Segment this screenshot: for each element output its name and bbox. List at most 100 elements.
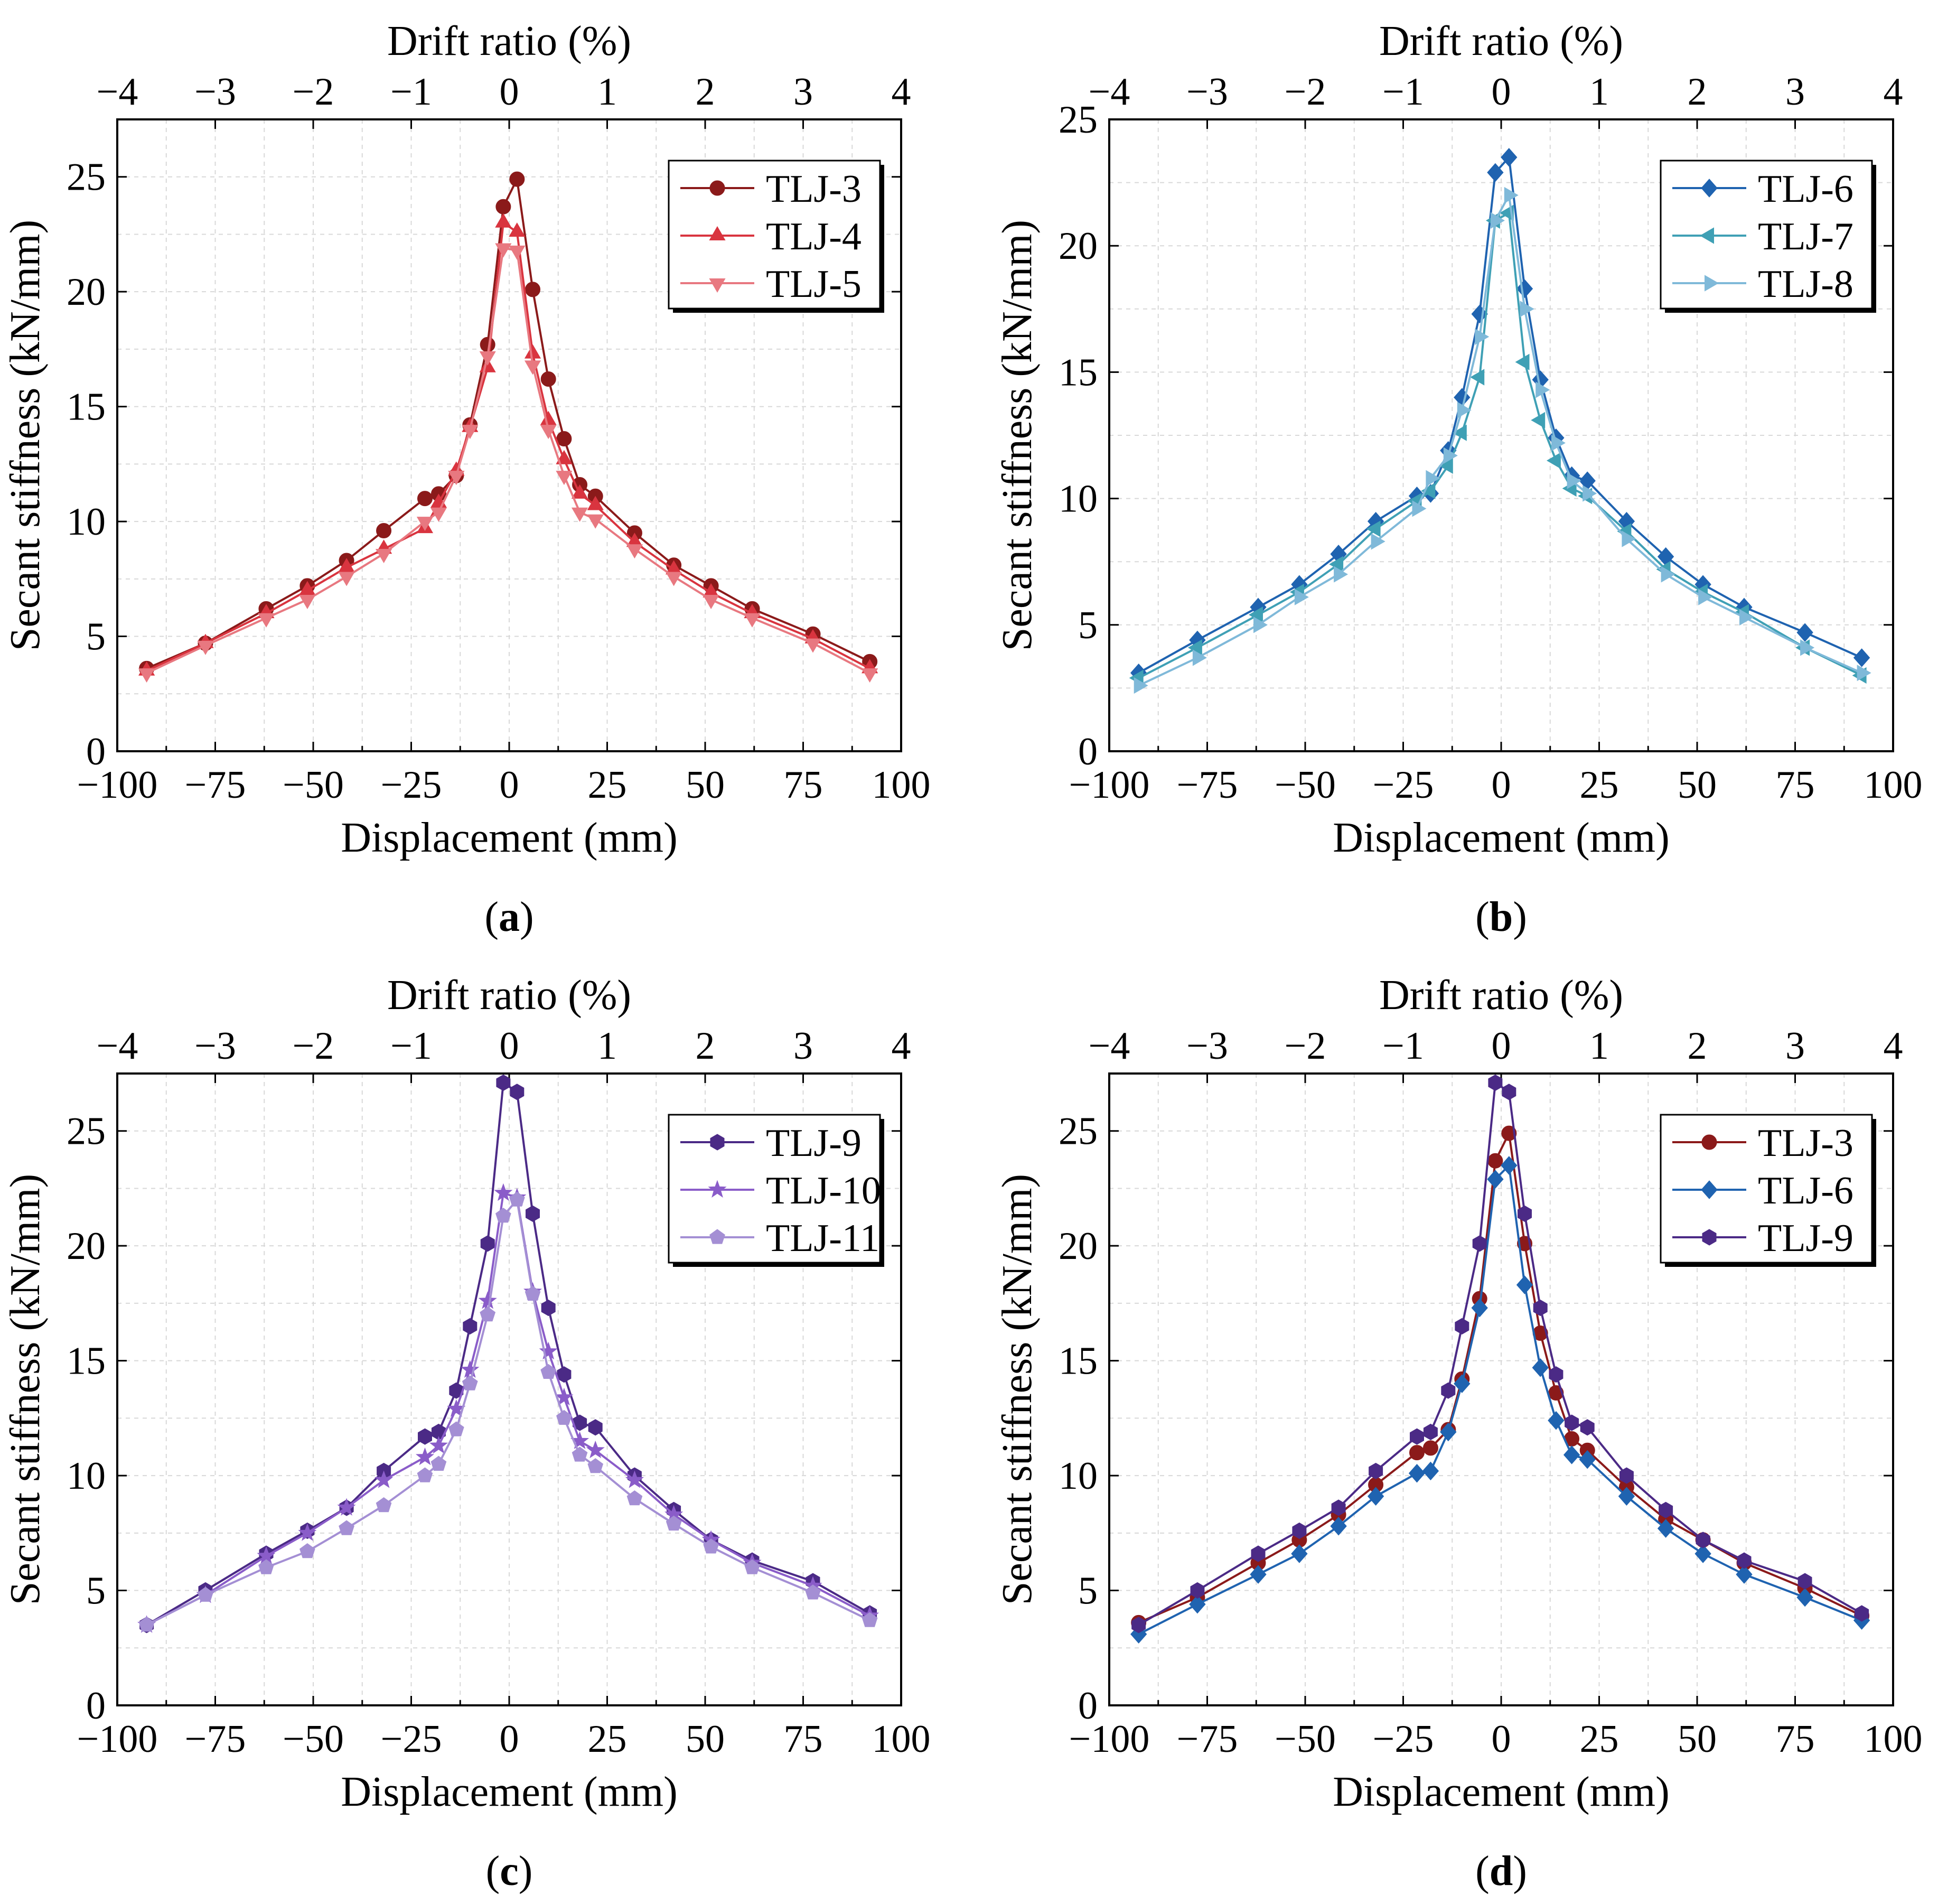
x-axis-title: Displacement (mm) [341, 1769, 678, 1815]
series-line [1138, 192, 1862, 687]
legend-item: TLJ-6 [1672, 167, 1853, 211]
x2-axis-title: Drift ratio (%) [387, 972, 631, 1019]
y-tick-label: 20 [1059, 1225, 1098, 1268]
data-point [1501, 1156, 1518, 1175]
x-tick-label: 75 [784, 763, 823, 807]
data-point [556, 471, 573, 486]
data-point [1470, 369, 1485, 386]
data-point [587, 514, 604, 529]
panel-caption: (a) [484, 894, 533, 940]
data-point [495, 243, 512, 258]
series-TLJ-9 [1131, 1074, 1869, 1634]
y-tick-label: 15 [67, 1340, 106, 1383]
data-point [1659, 1501, 1673, 1518]
data-point [1475, 328, 1490, 345]
y-axis-title: Secant stiffness (kN/mm) [2, 1174, 49, 1605]
x-tick-label: −25 [1373, 763, 1434, 807]
legend-marker [710, 1134, 725, 1151]
caption-paren-open: ( [1475, 1848, 1490, 1894]
y-tick-label: 20 [67, 1225, 106, 1268]
data-point [1330, 1517, 1347, 1536]
data-point [509, 171, 525, 187]
series-line [146, 247, 870, 674]
data-point [1421, 482, 1436, 499]
data-point [1501, 1125, 1517, 1141]
legend-marker [1702, 1229, 1717, 1246]
data-point [448, 471, 465, 486]
data-point [1488, 1074, 1503, 1091]
y-tick-label: 15 [67, 386, 106, 429]
x-tick-label: 50 [1678, 1718, 1717, 1761]
data-point [1546, 452, 1561, 469]
data-point [509, 222, 526, 237]
data-point [1251, 1545, 1266, 1562]
caption-paren-close: ) [1513, 894, 1527, 940]
data-point [1253, 617, 1268, 633]
data-point [198, 1586, 213, 1602]
x-tick-label: −25 [1373, 1718, 1434, 1761]
series-line [1138, 155, 1862, 674]
legend-label: TLJ-6 [1758, 1169, 1853, 1212]
y-tick-label: 15 [1059, 351, 1098, 394]
data-point [299, 595, 316, 609]
legend-marker [1701, 1134, 1717, 1150]
x2-tick-label: −4 [97, 1024, 138, 1068]
data-point [571, 484, 588, 499]
x-tick-label: −50 [283, 763, 344, 807]
legend-item: TLJ-3 [1672, 1122, 1853, 1165]
data-point [1502, 1084, 1516, 1100]
data-point [299, 1543, 315, 1558]
legend-label: TLJ-9 [1758, 1217, 1853, 1260]
data-point [540, 1364, 557, 1379]
data-point [418, 1428, 432, 1445]
data-point [1853, 648, 1870, 667]
data-point [1694, 1544, 1711, 1563]
data-point [1455, 1318, 1469, 1334]
x-tick-label: 75 [784, 1718, 823, 1761]
y-tick-label: 0 [1078, 1684, 1098, 1728]
data-point [417, 1467, 433, 1482]
legend-marker [1701, 179, 1718, 198]
x2-tick-label: 2 [1688, 70, 1707, 114]
data-point [197, 640, 214, 655]
data-point [375, 1470, 394, 1488]
data-point [571, 507, 588, 522]
series-TLJ-6 [1130, 1156, 1870, 1644]
x2-tick-label: 2 [696, 70, 715, 114]
x2-tick-label: −1 [1382, 1024, 1424, 1068]
y-tick-label: 25 [67, 156, 106, 199]
data-point [337, 1498, 356, 1516]
x-tick-label: −25 [381, 763, 442, 807]
data-point [540, 371, 556, 387]
x-tick-label: 50 [686, 1718, 725, 1761]
data-point [1441, 1382, 1456, 1399]
y-tick-label: 15 [1059, 1340, 1098, 1383]
caption-paren-close: ) [1513, 1848, 1527, 1894]
data-point [1487, 1170, 1504, 1189]
data-point [1454, 1374, 1471, 1393]
data-point [1410, 1428, 1424, 1445]
x2-axis-title: Drift ratio (%) [1379, 972, 1623, 1019]
x2-tick-label: 2 [1688, 1024, 1707, 1068]
data-point [138, 668, 155, 683]
y-tick-label: 25 [67, 1110, 106, 1153]
x-tick-label: 75 [1776, 763, 1815, 807]
data-point [1457, 402, 1472, 418]
x2-tick-label: −2 [293, 70, 334, 114]
data-point [1408, 1463, 1426, 1483]
x2-tick-label: 1 [597, 1024, 617, 1068]
legend-label: TLJ-9 [766, 1122, 862, 1165]
data-point [1366, 520, 1381, 537]
panel-caption: (c) [486, 1848, 533, 1894]
y-tick-label: 5 [86, 615, 106, 659]
x2-tick-label: 1 [1589, 1024, 1609, 1068]
data-point [1551, 434, 1566, 451]
x-tick-label: 100 [872, 763, 931, 807]
legend-item: TLJ-4 [680, 215, 862, 258]
legend-item: TLJ-11 [680, 1217, 879, 1260]
data-point [1657, 1519, 1674, 1538]
data-point [430, 507, 447, 522]
data-point [1131, 1617, 1146, 1634]
data-point [666, 1515, 682, 1531]
